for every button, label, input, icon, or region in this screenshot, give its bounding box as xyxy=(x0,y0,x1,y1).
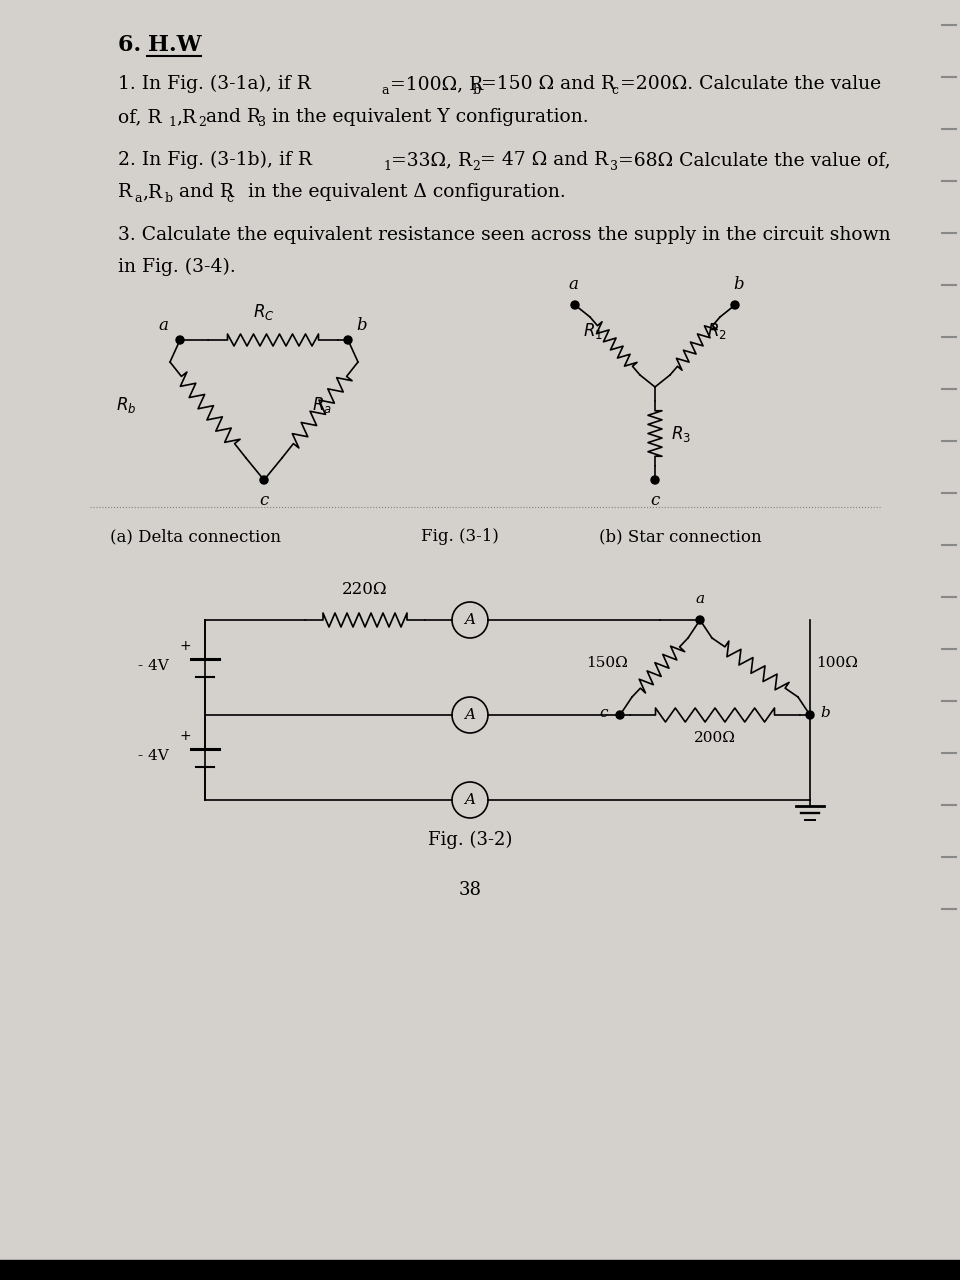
Text: a: a xyxy=(568,276,578,293)
Text: in the equivalent Y configuration.: in the equivalent Y configuration. xyxy=(266,108,588,125)
Text: a: a xyxy=(134,192,141,205)
Circle shape xyxy=(176,335,184,344)
Text: - 4V: - 4V xyxy=(138,658,169,672)
Text: ,R: ,R xyxy=(176,108,196,125)
Text: +: + xyxy=(180,730,191,744)
Text: Fig. (3-2): Fig. (3-2) xyxy=(428,831,513,849)
Text: and R: and R xyxy=(206,108,261,125)
Text: 200Ω: 200Ω xyxy=(694,731,736,745)
Text: a: a xyxy=(695,591,705,605)
Text: 1. In Fig. (3-1a), if R: 1. In Fig. (3-1a), if R xyxy=(118,74,311,93)
Circle shape xyxy=(651,476,659,484)
Text: in Fig. (3-4).: in Fig. (3-4). xyxy=(118,257,236,276)
Text: 3: 3 xyxy=(610,160,618,173)
Text: =200Ω. Calculate the value: =200Ω. Calculate the value xyxy=(620,76,881,93)
Circle shape xyxy=(731,301,739,308)
Text: 150Ω: 150Ω xyxy=(587,655,628,669)
Circle shape xyxy=(616,710,624,719)
Text: - 4V: - 4V xyxy=(138,749,169,763)
Text: c: c xyxy=(226,192,233,205)
Text: c: c xyxy=(611,83,618,96)
Text: ,R: ,R xyxy=(142,183,162,201)
Text: 1: 1 xyxy=(168,116,176,129)
Text: and R: and R xyxy=(173,183,234,201)
Text: =33Ω, R: =33Ω, R xyxy=(391,151,472,169)
Text: =150 Ω and R: =150 Ω and R xyxy=(481,76,615,93)
Text: a: a xyxy=(158,317,168,334)
Text: 1: 1 xyxy=(383,160,391,173)
Text: c: c xyxy=(599,707,608,719)
Text: =68Ω Calculate the value of,: =68Ω Calculate the value of, xyxy=(618,151,891,169)
Text: b: b xyxy=(356,317,367,334)
Text: $R_2$: $R_2$ xyxy=(707,321,727,340)
Text: in the equivalent Δ configuration.: in the equivalent Δ configuration. xyxy=(236,183,565,201)
Text: c: c xyxy=(650,492,660,509)
Text: A: A xyxy=(465,794,475,806)
Text: 100Ω: 100Ω xyxy=(816,655,858,669)
Text: b: b xyxy=(165,192,173,205)
Text: A: A xyxy=(465,708,475,722)
Circle shape xyxy=(344,335,352,344)
Text: b: b xyxy=(820,707,829,719)
Circle shape xyxy=(571,301,579,308)
Text: $R_1$: $R_1$ xyxy=(583,321,603,340)
Text: =100Ω, R: =100Ω, R xyxy=(390,76,483,93)
Text: A: A xyxy=(465,613,475,627)
Text: 3: 3 xyxy=(258,116,266,129)
Text: $R_b$: $R_b$ xyxy=(115,396,136,415)
Text: = 47 Ω and R: = 47 Ω and R xyxy=(480,151,609,169)
Text: 3. Calculate the equivalent resistance seen across the supply in the circuit sho: 3. Calculate the equivalent resistance s… xyxy=(118,227,891,244)
Text: b: b xyxy=(473,83,481,96)
Text: a: a xyxy=(381,83,389,96)
Text: $R_C$: $R_C$ xyxy=(253,302,275,323)
Text: (b) Star connection: (b) Star connection xyxy=(599,527,761,545)
Text: 2: 2 xyxy=(472,160,480,173)
Circle shape xyxy=(260,476,268,484)
Circle shape xyxy=(806,710,814,719)
Text: $R_3$: $R_3$ xyxy=(671,424,691,444)
Text: R: R xyxy=(118,183,132,201)
Text: c: c xyxy=(259,492,269,509)
Text: H.W: H.W xyxy=(148,35,202,56)
Text: 6.: 6. xyxy=(118,35,149,56)
Text: 2: 2 xyxy=(198,116,205,129)
Text: 2. In Fig. (3-1b), if R: 2. In Fig. (3-1b), if R xyxy=(118,151,312,169)
Text: Fig. (3-1): Fig. (3-1) xyxy=(421,527,499,545)
Text: 38: 38 xyxy=(459,881,482,899)
Text: (a) Delta connection: (a) Delta connection xyxy=(109,527,280,545)
Text: $R_a$: $R_a$ xyxy=(312,396,332,415)
Circle shape xyxy=(696,616,704,623)
Text: b: b xyxy=(733,276,744,293)
Text: +: + xyxy=(180,640,191,654)
Text: 220Ω: 220Ω xyxy=(342,581,388,598)
Text: of, R: of, R xyxy=(118,108,161,125)
